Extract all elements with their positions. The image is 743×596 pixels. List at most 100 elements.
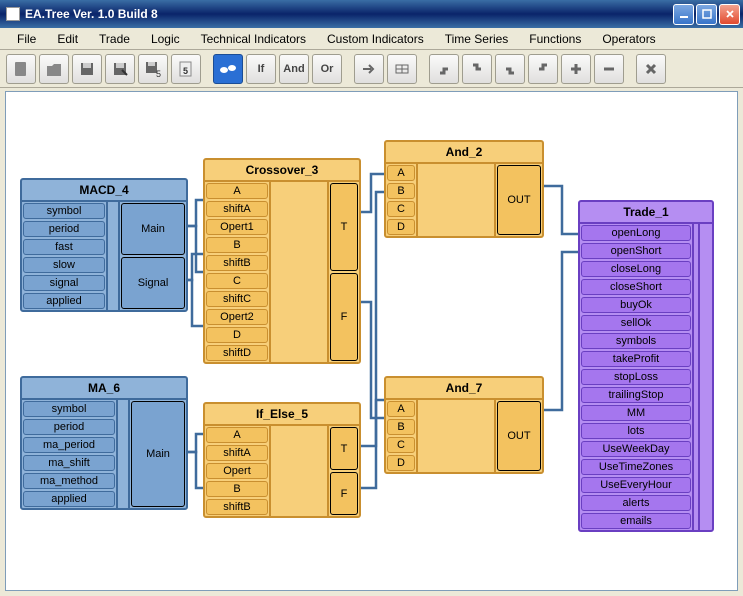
node-ma-6[interactable]: MA_6 symbol period ma_period ma_shift ma…	[20, 376, 188, 510]
close-button[interactable]	[719, 4, 740, 25]
port-symbol[interactable]: symbol	[23, 401, 115, 417]
doc-5-button[interactable]: 5	[171, 54, 201, 84]
port-useeveryhour[interactable]: UseEveryHour	[581, 477, 691, 493]
port-symbols[interactable]: symbols	[581, 333, 691, 349]
port-t[interactable]: T	[330, 183, 358, 271]
canvas[interactable]: MACD_4 symbol period fast slow signal ap…	[5, 91, 738, 591]
world-button[interactable]	[213, 54, 243, 84]
port-usetimezones[interactable]: UseTimeZones	[581, 459, 691, 475]
menu-logic[interactable]: Logic	[142, 30, 189, 48]
menu-operators[interactable]: Operators	[593, 30, 664, 48]
port-ma-method[interactable]: ma_method	[23, 473, 115, 489]
port-closeshort[interactable]: closeShort	[581, 279, 691, 295]
port-buyok[interactable]: buyOk	[581, 297, 691, 313]
port-a[interactable]: A	[387, 165, 415, 181]
shape-2-button[interactable]	[462, 54, 492, 84]
port-applied[interactable]: applied	[23, 293, 105, 309]
port-mm[interactable]: MM	[581, 405, 691, 421]
port-slow[interactable]: slow	[23, 257, 105, 273]
port-main[interactable]: Main	[121, 203, 185, 255]
maximize-button[interactable]	[696, 4, 717, 25]
port-shiftc[interactable]: shiftC	[206, 291, 268, 307]
port-ma-shift[interactable]: ma_shift	[23, 455, 115, 471]
menu-trade[interactable]: Trade	[90, 30, 139, 48]
minimize-button[interactable]	[673, 4, 694, 25]
shape-1-button[interactable]	[429, 54, 459, 84]
node-trade-1[interactable]: Trade_1 openLong openShort closeLong clo…	[578, 200, 714, 532]
node-macd-4[interactable]: MACD_4 symbol period fast slow signal ap…	[20, 178, 188, 312]
shape-4-button[interactable]	[528, 54, 558, 84]
port-stoploss[interactable]: stopLoss	[581, 369, 691, 385]
port-out[interactable]: OUT	[497, 165, 541, 235]
port-useweekday[interactable]: UseWeekDay	[581, 441, 691, 457]
port-d[interactable]: D	[387, 455, 415, 471]
menu-edit[interactable]: Edit	[48, 30, 87, 48]
port-b[interactable]: B	[206, 237, 268, 253]
shape-3-button[interactable]	[495, 54, 525, 84]
menu-custom-indicators[interactable]: Custom Indicators	[318, 30, 433, 48]
if-button[interactable]: If	[246, 54, 276, 84]
port-symbol[interactable]: symbol	[23, 203, 105, 219]
save-button[interactable]	[72, 54, 102, 84]
port-takeprofit[interactable]: takeProfit	[581, 351, 691, 367]
port-f[interactable]: F	[330, 472, 358, 515]
node-crossover-3[interactable]: Crossover_3 A shiftA Opert1 B shiftB C s…	[203, 158, 361, 364]
menu-file[interactable]: File	[8, 30, 45, 48]
port-a[interactable]: A	[206, 183, 268, 199]
menu-functions[interactable]: Functions	[520, 30, 590, 48]
open-button[interactable]	[39, 54, 69, 84]
port-a[interactable]: A	[387, 401, 415, 417]
port-b[interactable]: B	[206, 481, 268, 497]
port-opert1[interactable]: Opert1	[206, 219, 268, 235]
port-shifta[interactable]: shiftA	[206, 201, 268, 217]
grid-button[interactable]	[387, 54, 417, 84]
node-and-2[interactable]: And_2 A B C D OUT	[384, 140, 544, 238]
plus-button[interactable]	[561, 54, 591, 84]
port-closelong[interactable]: closeLong	[581, 261, 691, 277]
port-b[interactable]: B	[387, 183, 415, 199]
port-c[interactable]: C	[387, 437, 415, 453]
new-button[interactable]	[6, 54, 36, 84]
port-c[interactable]: C	[387, 201, 415, 217]
port-d[interactable]: D	[206, 327, 268, 343]
port-period[interactable]: period	[23, 419, 115, 435]
port-opert2[interactable]: Opert2	[206, 309, 268, 325]
arrow-button[interactable]	[354, 54, 384, 84]
node-if-else-5[interactable]: If_Else_5 A shiftA Opert B shiftB T F	[203, 402, 361, 518]
port-trailingstop[interactable]: trailingStop	[581, 387, 691, 403]
menu-technical-indicators[interactable]: Technical Indicators	[192, 30, 315, 48]
port-fast[interactable]: fast	[23, 239, 105, 255]
port-opert[interactable]: Opert	[206, 463, 268, 479]
port-period[interactable]: period	[23, 221, 105, 237]
port-openshort[interactable]: openShort	[581, 243, 691, 259]
port-shiftd[interactable]: shiftD	[206, 345, 268, 361]
port-shifta[interactable]: shiftA	[206, 445, 268, 461]
port-b[interactable]: B	[387, 419, 415, 435]
port-main[interactable]: Main	[131, 401, 185, 507]
port-t[interactable]: T	[330, 427, 358, 470]
x-button[interactable]	[636, 54, 666, 84]
port-out[interactable]: OUT	[497, 401, 541, 471]
or-button[interactable]: Or	[312, 54, 342, 84]
port-emails[interactable]: emails	[581, 513, 691, 529]
port-f[interactable]: F	[330, 273, 358, 361]
minus-button[interactable]	[594, 54, 624, 84]
and-button[interactable]: And	[279, 54, 309, 84]
menu-time-series[interactable]: Time Series	[436, 30, 518, 48]
node-and-7[interactable]: And_7 A B C D OUT	[384, 376, 544, 474]
port-c[interactable]: C	[206, 273, 268, 289]
save-pen-button[interactable]	[105, 54, 135, 84]
port-a[interactable]: A	[206, 427, 268, 443]
port-d[interactable]: D	[387, 219, 415, 235]
port-shiftb[interactable]: shiftB	[206, 255, 268, 271]
port-shiftb[interactable]: shiftB	[206, 499, 268, 515]
port-lots[interactable]: lots	[581, 423, 691, 439]
port-applied[interactable]: applied	[23, 491, 115, 507]
port-signal[interactable]: signal	[23, 275, 105, 291]
port-sellok[interactable]: sellOk	[581, 315, 691, 331]
port-alerts[interactable]: alerts	[581, 495, 691, 511]
port-ma-period[interactable]: ma_period	[23, 437, 115, 453]
port-openlong[interactable]: openLong	[581, 225, 691, 241]
port-signal-out[interactable]: Signal	[121, 257, 185, 309]
save-5-button[interactable]: 5	[138, 54, 168, 84]
